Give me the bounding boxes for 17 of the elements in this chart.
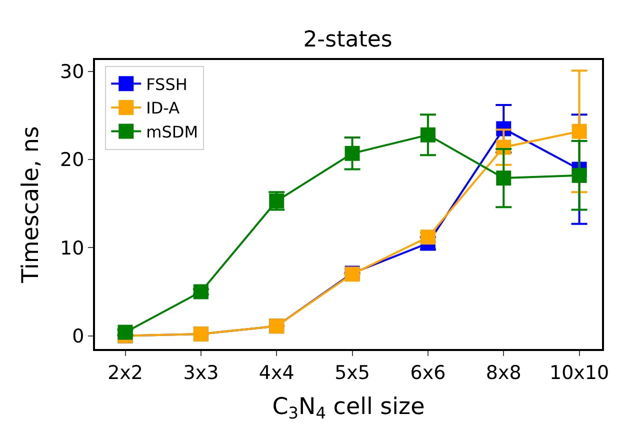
y-tick-label: 20 bbox=[60, 149, 84, 172]
y-tick-label: 30 bbox=[60, 61, 84, 84]
x-tick-label: 6x6 bbox=[410, 362, 446, 384]
legend-label: mSDM bbox=[146, 122, 198, 142]
x-tick-label: 8x8 bbox=[486, 362, 522, 384]
x-tick-label: 4x4 bbox=[258, 362, 294, 384]
chart-title: 2-states bbox=[303, 27, 392, 52]
legend-label: FSSH bbox=[146, 74, 188, 94]
x-axis-title: C$_{3}$N$_{4}$ cell size bbox=[272, 394, 425, 423]
y-axis-title: Timescale, ns bbox=[18, 126, 44, 284]
legend-label: ID-A bbox=[146, 98, 180, 118]
x-tick-label: 5x5 bbox=[334, 362, 370, 384]
x-tick-label: 3x3 bbox=[183, 362, 219, 384]
x-tick-label: 10x10 bbox=[549, 362, 610, 384]
x-tick-label: 2x2 bbox=[108, 362, 143, 384]
y-tick-label: 0 bbox=[72, 325, 84, 348]
y-tick-label: 10 bbox=[60, 237, 84, 260]
